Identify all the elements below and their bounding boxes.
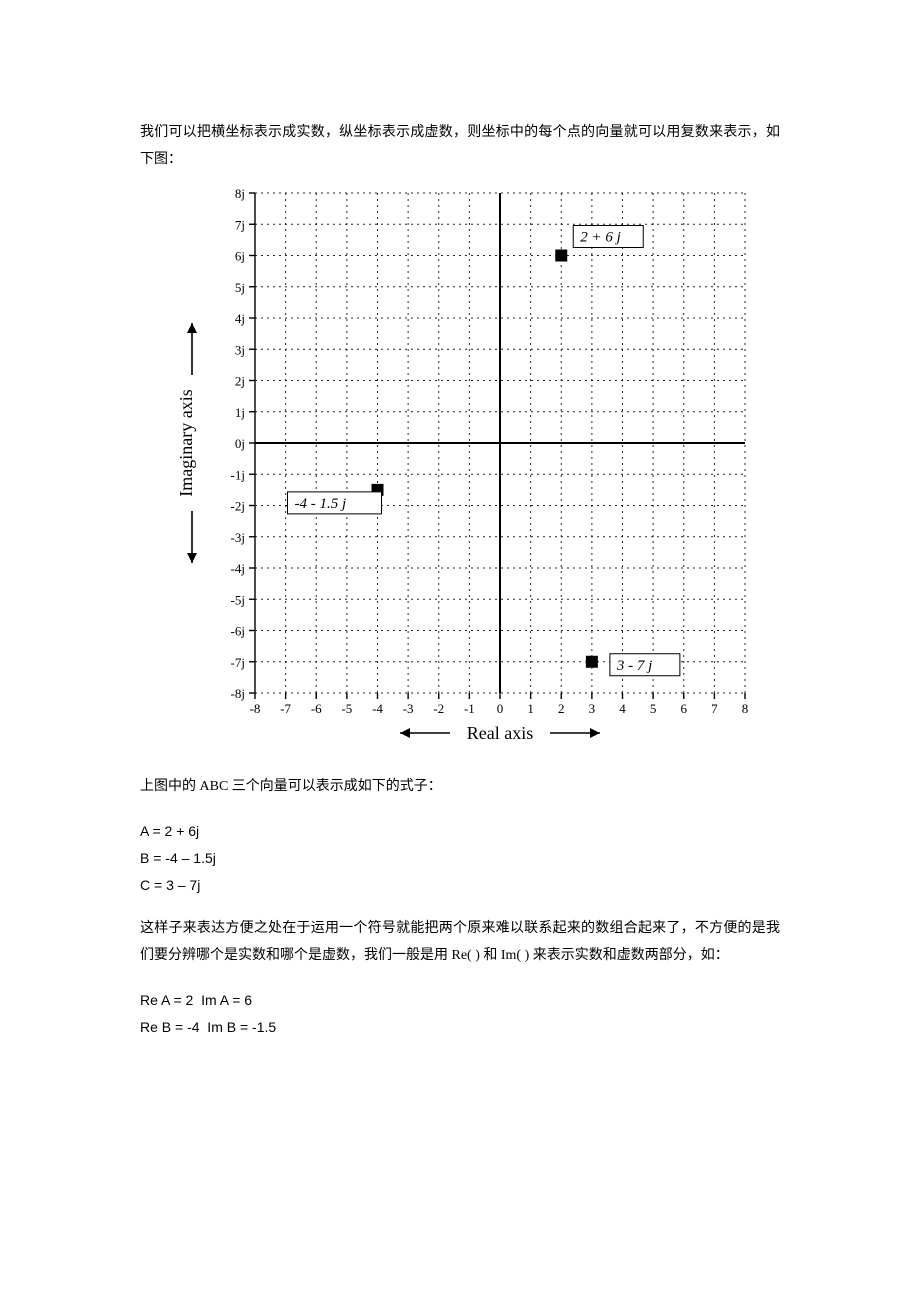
svg-text:-2: -2 <box>433 701 444 716</box>
svg-text:2: 2 <box>558 701 565 716</box>
svg-text:-7j: -7j <box>231 655 245 670</box>
re-im-paragraph: 这样子来表达方便之处在于运用一个符号就能把两个原来难以联系起来的数组合起来了，不… <box>140 916 780 969</box>
eq-B: B = -4 – 1.5j <box>140 845 780 872</box>
reim-2: Re B = -4 Im B = -1.5 <box>140 1014 780 1041</box>
svg-text:5: 5 <box>650 701 657 716</box>
svg-text:2j: 2j <box>235 374 245 389</box>
svg-text:-8j: -8j <box>231 686 245 701</box>
svg-text:-4: -4 <box>372 701 383 716</box>
svg-text:0: 0 <box>497 701 504 716</box>
abc-intro: 上图中的 ABC 三个向量可以表示成如下的式子： <box>140 774 780 801</box>
svg-text:-8: -8 <box>250 701 261 716</box>
svg-text:Imaginary axis: Imaginary axis <box>176 389 196 496</box>
svg-text:-2j: -2j <box>231 499 245 514</box>
complex-plane-chart: 8j 7j 6j 5j 4j 3j 2j 1j 0j -1j -2j -3j -4j -5j -6j -7j -… <box>170 183 760 754</box>
eq-C: C = 3 – 7j <box>140 872 780 899</box>
svg-text:3 - 7 j: 3 - 7 j <box>616 658 652 674</box>
reim-1: Re A = 2 Im A = 6 <box>140 987 780 1014</box>
svg-text:-6j: -6j <box>231 624 245 639</box>
svg-text:1: 1 <box>527 701 534 716</box>
eq-A: A = 2 + 6j <box>140 818 780 845</box>
svg-text:-4j: -4j <box>231 561 245 576</box>
svg-text:-3j: -3j <box>231 530 245 545</box>
svg-text:1j: 1j <box>235 405 245 420</box>
svg-text:4: 4 <box>619 701 626 716</box>
re-im-lines: Re A = 2 Im A = 6 Re B = -4 Im B = -1.5 <box>140 987 780 1040</box>
svg-text:8j: 8j <box>235 186 245 201</box>
svg-text:7: 7 <box>711 701 718 716</box>
intro-paragraph: 我们可以把横坐标表示成实数，纵坐标表示成虚数，则坐标中的每个点的向量就可以用复数… <box>140 120 780 173</box>
svg-text:-1j: -1j <box>231 467 245 482</box>
svg-text:3j: 3j <box>235 342 245 357</box>
svg-text:-3: -3 <box>403 701 414 716</box>
vector-equations: A = 2 + 6j B = -4 – 1.5j C = 3 – 7j <box>140 818 780 898</box>
svg-text:7j: 7j <box>235 217 245 232</box>
svg-text:6j: 6j <box>235 249 245 264</box>
svg-text:Real axis: Real axis <box>467 723 533 743</box>
svg-text:-6: -6 <box>311 701 322 716</box>
svg-text:-1: -1 <box>464 701 475 716</box>
svg-text:0j: 0j <box>235 436 245 451</box>
svg-text:2 + 6 j: 2 + 6 j <box>580 230 621 246</box>
svg-text:-5: -5 <box>341 701 352 716</box>
svg-text:5j: 5j <box>235 280 245 295</box>
svg-text:6: 6 <box>681 701 688 716</box>
svg-text:-7: -7 <box>280 701 291 716</box>
svg-text:-5j: -5j <box>231 592 245 607</box>
svg-text:8: 8 <box>742 701 749 716</box>
svg-text:3: 3 <box>589 701 596 716</box>
svg-text:4j: 4j <box>235 311 245 326</box>
svg-text:-4 - 1.5 j: -4 - 1.5 j <box>295 496 347 512</box>
